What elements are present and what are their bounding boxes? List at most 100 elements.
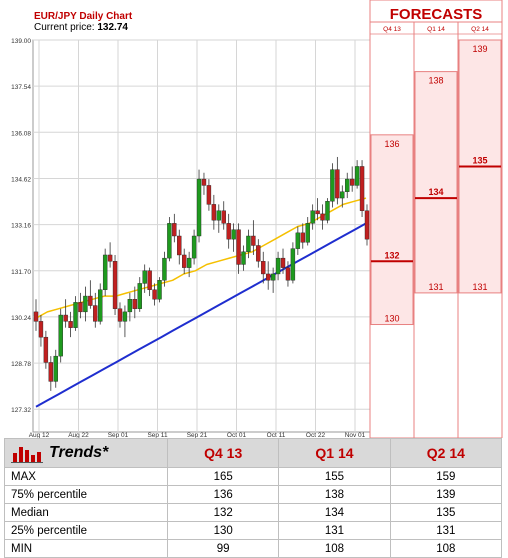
candle-body xyxy=(300,232,305,243)
forecast-min-label: 131 xyxy=(428,282,443,292)
candle-body xyxy=(290,248,296,281)
candle-body xyxy=(88,295,93,306)
candle-body xyxy=(196,178,202,237)
trends-table: Trends* Q4 13 Q1 14 Q2 14 MAX 165 155 15… xyxy=(4,438,503,558)
y-tick-label: 130.24 xyxy=(11,315,31,322)
candle-body xyxy=(310,210,315,224)
candle-body xyxy=(53,355,58,382)
table-row: 25% percentile 130 131 131 xyxy=(4,521,503,540)
trends-col-q4-13: Q4 13 xyxy=(166,438,280,468)
candle-body xyxy=(137,283,142,309)
table-cell: 108 xyxy=(278,539,391,558)
y-tick-label: 127.32 xyxy=(11,407,31,414)
forecast-median-label: 132 xyxy=(384,250,399,260)
candle-body xyxy=(295,232,301,249)
table-cell: 138 xyxy=(278,485,391,504)
table-row: MIN 99 108 108 xyxy=(4,539,503,558)
candle-body xyxy=(142,270,147,284)
forecast-max-label: 139 xyxy=(472,44,487,54)
candle-body xyxy=(206,185,212,205)
candle-body xyxy=(43,336,49,363)
x-tick-label: Sep 21 xyxy=(187,432,208,438)
table-cell: 131 xyxy=(278,521,391,540)
y-tick-label: 131.70 xyxy=(11,269,31,276)
forecast-col-label: Q1 14 xyxy=(427,26,445,33)
forecast-min-label: 130 xyxy=(384,314,399,324)
candle-body xyxy=(107,254,113,262)
candle-body xyxy=(246,235,251,253)
candle-body xyxy=(241,251,246,265)
x-tick-label: Aug 12 xyxy=(29,432,50,438)
candle-body xyxy=(152,289,157,300)
candle-body xyxy=(93,305,98,322)
forecast-max-label: 138 xyxy=(428,76,443,86)
table-row: Median 132 134 135 xyxy=(4,503,503,522)
trends-col-q1-14: Q1 14 xyxy=(278,438,391,468)
y-tick-label: 139.00 xyxy=(11,38,31,45)
candle-body xyxy=(340,191,345,199)
y-tick-label: 136.08 xyxy=(11,130,31,137)
candle-body xyxy=(191,235,197,259)
candle-body xyxy=(132,299,138,309)
candle-body xyxy=(315,210,320,215)
forecast-median-label: 135 xyxy=(472,155,487,165)
forecast-max-label: 136 xyxy=(384,139,399,149)
candle-body xyxy=(325,201,330,221)
forecast-min-label: 131 xyxy=(472,282,487,292)
y-tick-label: 137.54 xyxy=(11,84,31,91)
price-chart: 139.00 137.54 136.08 134.62 133.16 131.70 130.… xyxy=(11,0,503,438)
candle-body xyxy=(349,178,355,186)
forecast-range-box xyxy=(414,71,458,294)
candle-body xyxy=(256,245,261,262)
candle-body xyxy=(335,169,340,199)
candle-body xyxy=(112,261,118,309)
row-label: MAX xyxy=(4,467,168,486)
candle-body xyxy=(167,223,172,259)
row-label: MIN xyxy=(4,539,168,558)
current-price-line: Current price: 132.74 xyxy=(34,22,128,33)
candle-body xyxy=(58,314,63,357)
forecast-col-label: Q2 14 xyxy=(471,26,489,33)
x-tick-label: Nov 01 xyxy=(345,432,366,438)
candle-body xyxy=(285,267,291,281)
table-cell: 136 xyxy=(166,485,280,504)
candle-body xyxy=(127,299,133,313)
x-tick-label: Oct 11 xyxy=(267,432,286,438)
y-tick-label: 133.16 xyxy=(11,223,31,230)
candle-body xyxy=(270,273,276,281)
forecast-col-label: Q4 13 xyxy=(383,26,401,33)
candle-body xyxy=(63,314,68,322)
table-cell: 139 xyxy=(389,485,503,504)
candle-body xyxy=(38,321,44,338)
row-label: Median xyxy=(4,503,168,522)
candle-body xyxy=(236,229,241,265)
candle-body xyxy=(251,235,256,246)
candle-body xyxy=(68,321,73,328)
candle-body xyxy=(182,254,187,268)
plot-area xyxy=(32,39,371,433)
trends-title-cell: Trends* xyxy=(4,438,168,468)
trends-col-q2-14: Q2 14 xyxy=(389,438,503,468)
candle-body xyxy=(280,257,286,268)
table-cell: 132 xyxy=(166,503,280,522)
candle-body xyxy=(261,261,266,275)
candle-body xyxy=(122,311,128,322)
table-cell: 108 xyxy=(389,539,503,558)
candle-body xyxy=(221,210,226,224)
forecast-median-label: 134 xyxy=(428,187,443,197)
x-tick-label: Oct 01 xyxy=(227,432,247,438)
candle-body xyxy=(201,178,207,186)
candle-body xyxy=(364,210,370,240)
table-cell: 155 xyxy=(278,467,391,486)
table-cell: 134 xyxy=(278,503,391,522)
candle-body xyxy=(359,166,365,211)
table-cell: 159 xyxy=(389,467,503,486)
candle-body xyxy=(117,308,123,322)
candle-body xyxy=(330,169,335,202)
x-tick-label: Aug 22 xyxy=(68,432,89,438)
candle-body xyxy=(186,257,192,268)
forecast-range-box xyxy=(370,134,414,326)
table-row: 75% percentile 136 138 139 xyxy=(4,485,503,504)
candle-body xyxy=(265,273,271,281)
candle-body xyxy=(275,257,281,275)
